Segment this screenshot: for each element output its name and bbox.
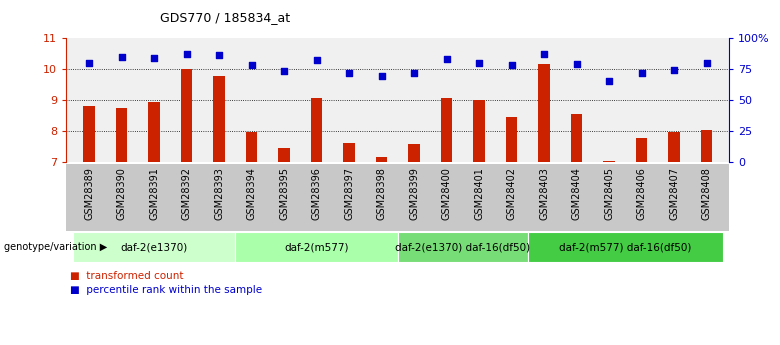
Point <box>603 79 615 84</box>
Bar <box>376 157 387 162</box>
Bar <box>409 144 420 162</box>
Text: daf-2(e1370) daf-16(df50): daf-2(e1370) daf-16(df50) <box>395 242 530 252</box>
Bar <box>571 114 582 162</box>
Bar <box>214 76 225 162</box>
Bar <box>278 148 289 162</box>
Bar <box>538 64 550 162</box>
Text: daf-2(e1370): daf-2(e1370) <box>120 242 188 252</box>
Bar <box>506 117 517 162</box>
Text: GSM28397: GSM28397 <box>344 167 354 220</box>
Bar <box>441 98 452 162</box>
Point <box>180 51 193 57</box>
Text: GSM28408: GSM28408 <box>701 167 711 220</box>
Point <box>83 60 95 66</box>
Text: GDS770 / 185834_at: GDS770 / 185834_at <box>160 11 290 24</box>
Bar <box>668 132 679 162</box>
Text: GSM28395: GSM28395 <box>279 167 289 220</box>
Text: GSM28401: GSM28401 <box>474 167 484 220</box>
Point <box>538 51 551 57</box>
Point <box>636 70 648 76</box>
Point <box>310 58 323 63</box>
Text: GSM28394: GSM28394 <box>246 167 257 220</box>
Bar <box>236 232 398 262</box>
Point <box>441 56 453 62</box>
Point <box>213 52 225 58</box>
Text: daf-2(m577): daf-2(m577) <box>284 242 349 252</box>
Text: GSM28400: GSM28400 <box>441 167 452 220</box>
Bar <box>73 232 236 262</box>
Text: GSM28404: GSM28404 <box>572 167 582 220</box>
Bar <box>311 98 322 162</box>
Point <box>246 62 258 68</box>
Text: genotype/variation ▶: genotype/variation ▶ <box>4 242 107 252</box>
Point <box>408 70 420 76</box>
Text: GSM28391: GSM28391 <box>149 167 159 220</box>
Point <box>473 60 485 66</box>
Bar <box>116 108 127 162</box>
Text: GSM28398: GSM28398 <box>377 167 387 220</box>
Point <box>700 60 713 66</box>
Bar <box>398 232 528 262</box>
Point <box>570 61 583 67</box>
Point <box>115 54 128 59</box>
Text: GSM28396: GSM28396 <box>311 167 321 220</box>
Bar <box>473 100 484 162</box>
Bar <box>528 232 723 262</box>
Text: GSM28407: GSM28407 <box>669 167 679 220</box>
Text: GSM28390: GSM28390 <box>116 167 126 220</box>
Point <box>343 70 356 76</box>
Text: daf-2(m577) daf-16(df50): daf-2(m577) daf-16(df50) <box>559 242 692 252</box>
Point <box>375 74 388 79</box>
Text: GSM28406: GSM28406 <box>636 167 647 220</box>
Bar <box>343 143 355 162</box>
Text: GSM28399: GSM28399 <box>409 167 419 220</box>
Point <box>505 62 518 68</box>
Text: GSM28389: GSM28389 <box>84 167 94 220</box>
Bar <box>148 102 160 162</box>
Bar <box>636 138 647 162</box>
Text: ■  percentile rank within the sample: ■ percentile rank within the sample <box>70 285 262 295</box>
Text: GSM28392: GSM28392 <box>182 167 192 220</box>
Point <box>278 69 290 74</box>
Bar <box>604 161 615 162</box>
Bar <box>181 69 192 162</box>
Bar <box>246 132 257 162</box>
Bar <box>83 106 94 162</box>
Text: ■  transformed count: ■ transformed count <box>70 271 184 281</box>
Bar <box>701 129 712 162</box>
Text: GSM28402: GSM28402 <box>506 167 516 220</box>
Text: GSM28393: GSM28393 <box>214 167 224 220</box>
Text: GSM28403: GSM28403 <box>539 167 549 220</box>
Point <box>148 55 161 61</box>
Point <box>668 68 680 73</box>
Text: GSM28405: GSM28405 <box>604 167 614 220</box>
